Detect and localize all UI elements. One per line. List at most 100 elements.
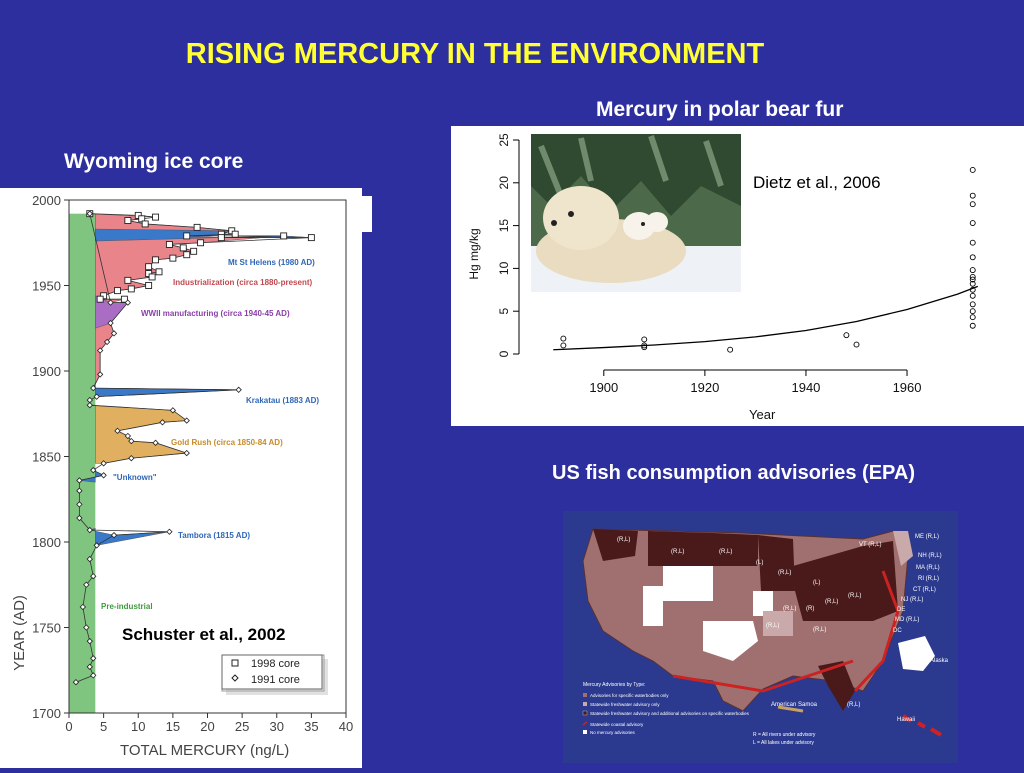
state-iowa [753, 591, 773, 616]
point-1991-core [79, 603, 87, 611]
bear-y-tick-label: 15 [497, 219, 511, 233]
legend-swatch-both [582, 710, 588, 716]
point-1998-core [155, 268, 163, 276]
bear-x-tick-label: 1920 [690, 380, 719, 395]
point-1991-core [72, 679, 80, 686]
x-tick-label: 25 [235, 719, 249, 734]
annotation-industrialization: Industrialization (circa 1880-present) [173, 278, 312, 287]
bear-x-tick-label: 1940 [791, 380, 820, 395]
bear-data-point [641, 344, 648, 351]
point-1991-core [128, 437, 135, 445]
point-1991-core [90, 384, 97, 392]
coastal-advisory-gulf [672, 659, 854, 693]
point-1991-core [90, 655, 97, 662]
point-1998-core [141, 220, 149, 228]
ice-core-chart-panel: 0 5 10 15 20 25 30 35 40 1700 1750 1800 1850 1900 1950… [0, 188, 362, 768]
point-1998-core [179, 244, 187, 252]
legend-swatch-none [583, 730, 587, 734]
x-tick-label: 35 [304, 719, 318, 734]
state-hawaii [901, 714, 943, 737]
map-label-nh: NH (R,L) [918, 553, 942, 559]
map-label-fl: (R,L) [847, 702, 860, 708]
bear-data-point [969, 280, 976, 287]
map-label-ma: MA (R,L) [916, 565, 940, 571]
point-1991-core [93, 542, 100, 549]
state-florida [818, 661, 855, 711]
point-1998-core [152, 256, 160, 264]
state-oklahoma [703, 621, 758, 661]
map-label-pa: (R,L) [848, 593, 861, 599]
point-1991-core [107, 299, 114, 306]
legend-item-3: Statewide coastal advisory [590, 722, 644, 727]
point-1991-core [86, 210, 93, 217]
bear-data-point [969, 314, 976, 321]
ice-legend: 1998 core 1991 core [221, 654, 328, 695]
us-map: (R,L) (R,L) (R,L) (L) (R,L) (L) (R,L) (R… [563, 511, 958, 763]
polar-bear-chart-panel: 1900 1920 1940 1960 0 5 10 15 20 25 Year Hg mg/kg… [451, 126, 1024, 426]
state-north-dakota [713, 533, 758, 566]
point-1998-core [231, 230, 239, 238]
bear-y-tick-label: 25 [497, 133, 511, 147]
point-1991-core [235, 386, 242, 393]
ice-core-panel-tab [362, 196, 372, 232]
y-tick-label: 1850 [32, 450, 61, 465]
bear-data-point [969, 301, 976, 308]
map-label-mo: (R,L) [766, 623, 779, 629]
map-label-wi: (R,L) [778, 570, 791, 576]
point-1991-core [166, 528, 173, 535]
map-label-il: (R,L) [783, 606, 796, 612]
bear-y-tick-label: 0 [497, 350, 511, 357]
ice-x-axis-label: TOTAL MERCURY (ng/L) [120, 742, 289, 759]
map-label-mn: (L) [756, 560, 763, 566]
polar-bear-citation: Dietz et al., 2006 [753, 173, 881, 192]
point-1991-core [128, 455, 135, 462]
legend-note-l: L = All lakes under advisory [753, 740, 814, 746]
legend-swatch-waterbodies [583, 693, 587, 697]
y-tick-label: 1900 [32, 364, 61, 379]
ice-y-axis-label: YEAR (AD) [11, 595, 28, 671]
map-label-alaska: Alaska [930, 658, 949, 664]
map-label-in: (R) [806, 606, 814, 612]
bear-y-tick-label: 20 [497, 176, 511, 190]
point-1998-core [148, 273, 156, 281]
bear-x-axis-label: Year [749, 407, 776, 422]
polar-bear-heading: Mercury in polar bear fur [596, 98, 844, 121]
polar-bear-chart: 1900 1920 1940 1960 0 5 10 15 20 25 Year Hg mg/kg… [467, 133, 979, 422]
annotation-gold-rush: Gold Rush (circa 1850-84 AD) [171, 438, 283, 447]
map-legend-title: Mercury Advisories by Type: [583, 682, 645, 688]
ice-core-chart: 0 5 10 15 20 25 30 35 40 1700 1750 1800 1850 1900 1950… [11, 193, 353, 759]
point-1998-core [152, 213, 160, 221]
annotation-krakatau: Krakatau (1883 AD) [246, 396, 319, 405]
x-tick-label: 20 [200, 719, 214, 734]
fish-heading: US fish consumption advisories (EPA) [552, 462, 916, 484]
bear-data-point [969, 192, 976, 199]
point-1991-core [110, 531, 118, 539]
point-1991-core [83, 581, 90, 588]
state-wyoming [663, 566, 713, 601]
point-1991-core [86, 638, 93, 645]
point-1991-core [183, 449, 190, 457]
annotation-tambora: Tambora (1815 AD) [178, 531, 250, 540]
state-maine [893, 531, 913, 566]
point-1991-core [96, 371, 104, 378]
bear-data-point [969, 201, 976, 208]
point-1998-core [183, 232, 191, 240]
annotation-wwii: WWII manufacturing (circa 1940-45 AD) [141, 309, 290, 318]
bear-data-point [641, 336, 648, 343]
point-1991-core [86, 526, 93, 534]
map-label-de: DE [897, 607, 905, 613]
y-tick-label: 1750 [32, 621, 61, 636]
point-1991-core [76, 477, 83, 484]
bear-y-tick-label: 10 [497, 261, 511, 275]
map-label-samoa: American Samoa [771, 702, 818, 708]
map-label-ri: RI (R,L) [918, 576, 939, 582]
point-1991-core [100, 460, 107, 467]
bear-data-point [853, 341, 860, 348]
point-1998-core [114, 287, 121, 295]
bear-data-point [969, 254, 976, 261]
point-1998-core [183, 251, 191, 259]
state-alaska [898, 636, 935, 671]
x-tick-label: 0 [65, 719, 72, 734]
legend-note-r: R = All rivers under advisory [753, 732, 816, 738]
ice-core-citation: Schuster et al., 2002 [122, 625, 285, 644]
